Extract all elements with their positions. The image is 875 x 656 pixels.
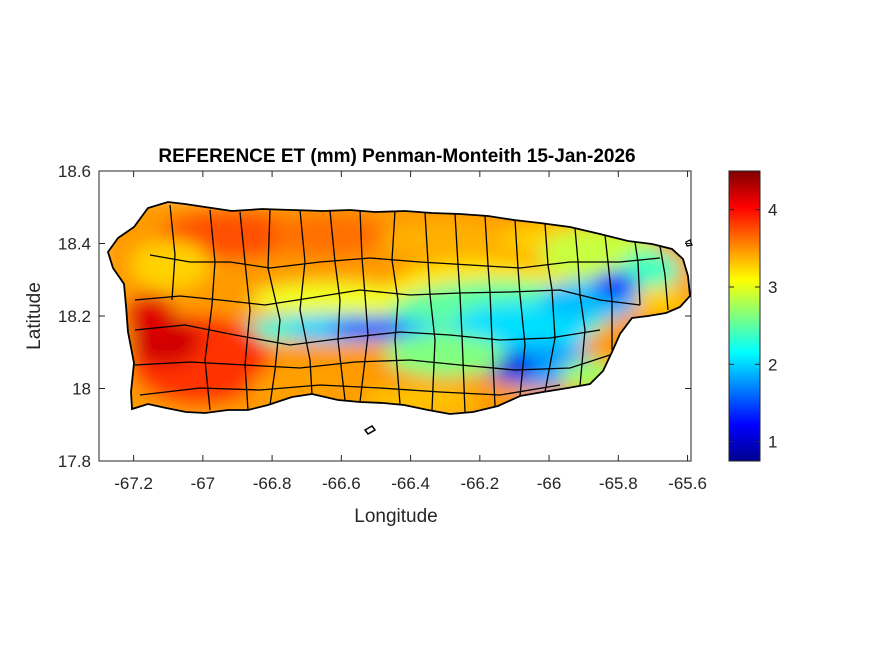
x-tick-label: -65.8 bbox=[599, 474, 638, 493]
y-axis-label: Latitude bbox=[24, 282, 45, 350]
y-tick-label: 18 bbox=[72, 380, 91, 399]
colorbar-ticks: 1 2 3 4 bbox=[729, 201, 777, 452]
colorbar-tick-label: 2 bbox=[768, 355, 777, 374]
colorbar-tick-label: 1 bbox=[768, 433, 777, 452]
y-tick-label: 18.6 bbox=[58, 162, 91, 181]
plot-title: REFERENCE ET (mm) Penman-Monteith 15-Jan… bbox=[158, 146, 635, 167]
y-tick-label: 17.8 bbox=[58, 452, 91, 471]
x-axis-label: Longitude bbox=[354, 506, 437, 527]
x-tick-label: -66 bbox=[537, 474, 562, 493]
x-tick-label: -66.2 bbox=[460, 474, 499, 493]
x-axis-ticks: -67.2 -67 -66.8 -66.6 -66.4 -66.2 -66 -65.8 -65.… bbox=[114, 171, 707, 493]
colorbar-tick-label: 4 bbox=[768, 201, 777, 220]
y-tick-label: 18.4 bbox=[58, 235, 91, 254]
x-tick-label: -66.4 bbox=[391, 474, 430, 493]
x-tick-label: -67 bbox=[191, 474, 216, 493]
municipality-boundaries bbox=[134, 204, 669, 413]
y-axis-ticks: 17.8 18 18.2 18.4 18.6 bbox=[58, 162, 691, 471]
x-tick-label: -66.6 bbox=[322, 474, 361, 493]
colorbar bbox=[728, 170, 761, 462]
y-tick-label: 18.2 bbox=[58, 307, 91, 326]
x-tick-label: -67.2 bbox=[114, 474, 153, 493]
island-small-east bbox=[685, 239, 693, 247]
colorbar-tick-label: 3 bbox=[768, 278, 777, 297]
x-tick-label: -65.6 bbox=[668, 474, 707, 493]
x-tick-label: -66.8 bbox=[253, 474, 292, 493]
island-caja-de-muertos bbox=[363, 425, 377, 435]
